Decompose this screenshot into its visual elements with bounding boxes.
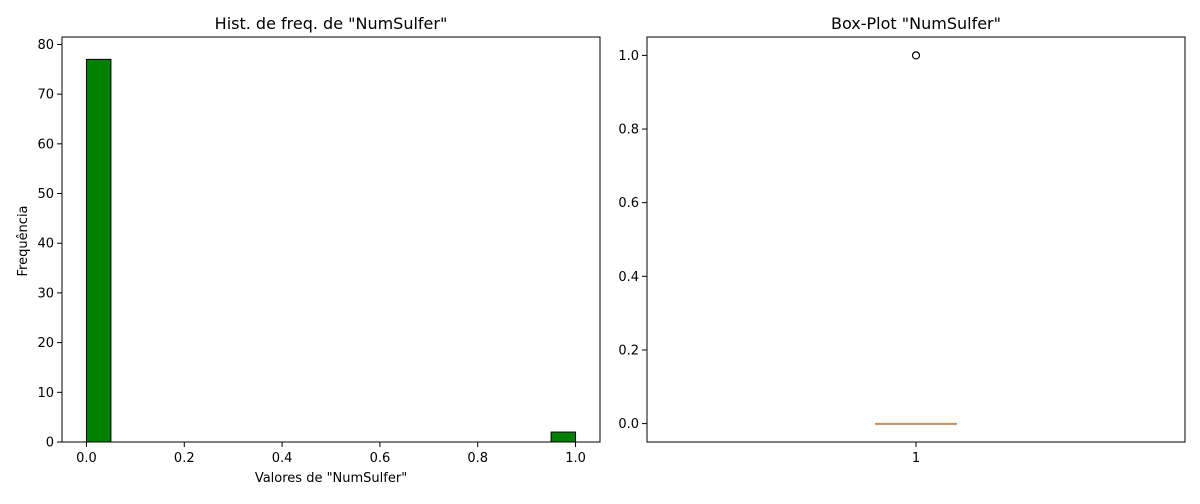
boxplot-chart: Box-Plot "NumSulfer" 1 0.0 0.2 0.4 0.6 0.8 1.… [618, 14, 1186, 466]
histogram-x-tick-label: 0.4 [272, 451, 293, 466]
histogram-x-tick-label: 0.0 [76, 451, 97, 466]
histogram-y-ticks: 0 10 20 30 40 50 60 70 80 [37, 38, 62, 451]
histogram-y-tick-label: 30 [37, 286, 54, 301]
histogram-x-axis-label: Valores de "NumSulfer" [255, 471, 407, 486]
boxplot-y-tick-label: 1.0 [618, 49, 639, 64]
boxplot-title: Box-Plot "NumSulfer" [831, 14, 1001, 33]
histogram-bar [550, 431, 577, 443]
histogram-x-tick-label: 0.2 [174, 451, 195, 466]
histogram-y-tick-label: 40 [37, 237, 54, 252]
boxplot-x-tick-label: 1 [912, 451, 920, 466]
boxplot-y-tick-label: 0.8 [618, 123, 639, 138]
histogram-bar [85, 58, 112, 443]
histogram-x-tick-label: 0.8 [467, 451, 488, 466]
histogram-title: Hist. de freq. de "NumSulfer" [215, 14, 448, 33]
histogram-x-tick-label: 1.0 [565, 451, 586, 466]
boxplot-marks [875, 51, 957, 425]
histogram-y-axis-label: Frequência [16, 205, 31, 276]
boxplot-outlier [911, 51, 921, 60]
histogram-bars [85, 58, 577, 443]
histogram-chart: Hist. de freq. de "NumSulfer" 0.0 0.2 0.4 0… [16, 14, 601, 486]
boxplot-x-ticks: 1 [912, 442, 920, 466]
boxplot-plot-frame [646, 36, 1186, 443]
histogram-y-tick-label: 50 [37, 187, 54, 202]
boxplot-y-tick-label: 0.4 [618, 270, 639, 285]
histogram-x-ticks: 0.0 0.2 0.4 0.6 0.8 1.0 [76, 442, 586, 466]
histogram-y-tick-label: 10 [37, 386, 54, 401]
boxplot-y-ticks: 0.0 0.2 0.4 0.6 0.8 1.0 [618, 49, 647, 432]
boxplot-y-tick-label: 0.6 [618, 196, 639, 211]
histogram-y-tick-label: 0 [46, 436, 54, 451]
histogram-x-tick-label: 0.6 [370, 451, 391, 466]
histogram-y-tick-label: 80 [37, 38, 54, 53]
histogram-plot-frame [61, 36, 601, 443]
histogram-y-tick-label: 20 [37, 336, 54, 351]
histogram-y-tick-label: 70 [37, 88, 54, 103]
boxplot-y-tick-label: 0.2 [618, 343, 639, 358]
boxplot-y-tick-label: 0.0 [618, 417, 639, 432]
histogram-y-tick-label: 60 [37, 137, 54, 152]
